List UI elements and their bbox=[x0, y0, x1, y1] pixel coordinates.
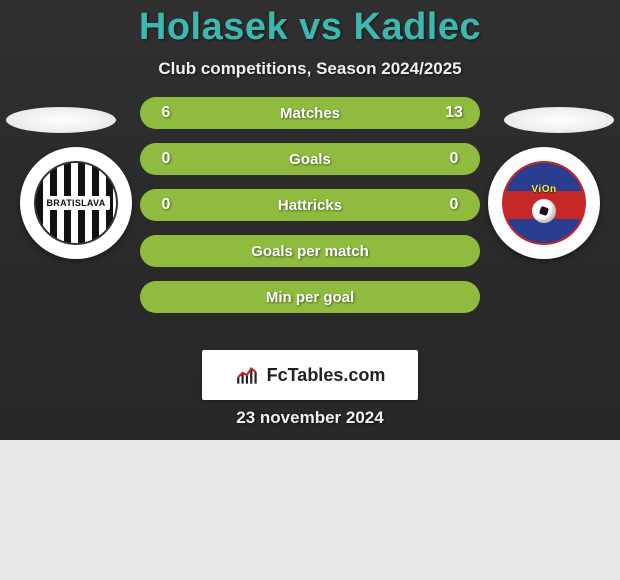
player-right-silhouette bbox=[504, 107, 614, 133]
stat-left-value: 0 bbox=[154, 150, 178, 168]
club-badge-right-label: ViOn bbox=[531, 184, 556, 195]
club-badge-left-label: BRATISLAVA bbox=[43, 196, 110, 210]
stat-pill-matches: 6Matches13 bbox=[140, 97, 480, 129]
stat-left-value: 0 bbox=[154, 196, 178, 214]
soccer-ball-icon bbox=[532, 199, 556, 223]
stat-label: Goals bbox=[178, 151, 442, 168]
stat-pill-goals-per-match: Goals per match bbox=[140, 235, 480, 267]
stat-right-value: 0 bbox=[442, 150, 466, 168]
stat-right-value: 0 bbox=[442, 196, 466, 214]
comparison-card: Holasek vs Kadlec Club competitions, Sea… bbox=[0, 0, 620, 580]
stat-left-value: 6 bbox=[154, 104, 178, 122]
stat-pill-hattricks: 0Hattricks0 bbox=[140, 189, 480, 221]
stat-label: Min per goal bbox=[178, 289, 442, 306]
stats-column: 6Matches130Goals00Hattricks0Goals per ma… bbox=[140, 97, 480, 313]
page-subtitle: Club competitions, Season 2024/2025 bbox=[0, 59, 620, 79]
watermark-text: FcTables.com bbox=[267, 365, 386, 386]
stat-pill-goals: 0Goals0 bbox=[140, 143, 480, 175]
club-badge-left: BRATISLAVA bbox=[20, 147, 132, 259]
page-title: Holasek vs Kadlec bbox=[0, 0, 620, 49]
stat-label: Hattricks bbox=[178, 197, 442, 214]
stat-label: Goals per match bbox=[178, 243, 442, 260]
club-badge-left-art: BRATISLAVA bbox=[34, 161, 118, 245]
watermark-badge: FcTables.com bbox=[202, 350, 418, 400]
stat-label: Matches bbox=[178, 105, 442, 122]
club-badge-right-art: ViOn bbox=[502, 161, 586, 245]
lower-background bbox=[0, 440, 620, 580]
player-left-silhouette bbox=[6, 107, 116, 133]
snapshot-date: 23 november 2024 bbox=[0, 408, 620, 428]
stat-right-value: 13 bbox=[442, 104, 466, 122]
chart-icon bbox=[235, 362, 261, 388]
comparison-arena: BRATISLAVA ViOn 6Matches130Goals00Hattri… bbox=[0, 97, 620, 327]
stat-pill-min-per-goal: Min per goal bbox=[140, 281, 480, 313]
club-badge-right: ViOn bbox=[488, 147, 600, 259]
